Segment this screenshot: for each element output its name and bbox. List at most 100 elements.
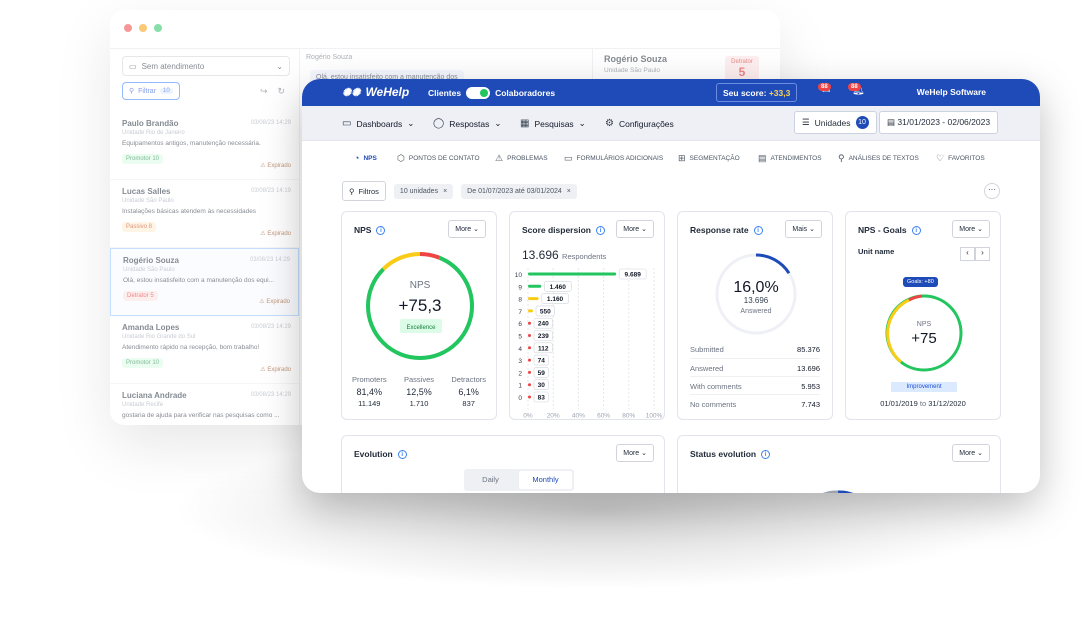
sub-navigation: ◔ NPS ⬡ PONTOS DE CONTATO ⚠ PROBLEMAS ▭ FORMULÁ… bbox=[302, 141, 1040, 171]
share-icon[interactable]: ↪ bbox=[260, 86, 268, 96]
tab-problemas[interactable]: ⚠ PROBLEMAS bbox=[495, 153, 548, 164]
info-icon[interactable]: i bbox=[397, 449, 407, 459]
category-label: 6 bbox=[518, 321, 522, 328]
ticket-item[interactable]: Rogério Souza 03/08/23 14:29 Unidade São… bbox=[110, 248, 299, 316]
tab-nps[interactable]: ◔ NPS bbox=[354, 153, 377, 163]
messages-button[interactable]: 88✉ bbox=[818, 83, 831, 96]
nps-col-label: Detractors bbox=[451, 375, 486, 384]
audience-toggle: Clientes Colaboradores bbox=[428, 87, 555, 99]
ticket-item[interactable]: Luciana Andrade 03/08/23 14:29 Unidade R… bbox=[110, 384, 299, 425]
tab-segmentacao[interactable]: ⊞ SEGMENTAÇÃO bbox=[678, 153, 740, 164]
chip-units[interactable]: 10 unidades × bbox=[393, 183, 454, 199]
ticket-item[interactable]: Paulo Brandão 03/08/23 14:29 Unidade Rio… bbox=[110, 112, 299, 180]
info-icon[interactable]: i bbox=[911, 225, 921, 235]
contact-unit: Unidade São Paulo bbox=[604, 67, 661, 74]
goal-range: 01/01/2019 to 31/12/2020 bbox=[846, 399, 1000, 408]
logo[interactable]: ✺✺ WeHelp bbox=[342, 85, 409, 99]
ticket-expired: ⚠ Expirado bbox=[259, 299, 290, 305]
menu-respostas[interactable]: ◯ Respostas ⌄ bbox=[433, 118, 502, 129]
audience-switch[interactable] bbox=[466, 87, 491, 99]
detractor-value: 5 bbox=[738, 65, 746, 79]
menu-dashboards[interactable]: ▭ Dashboards ⌄ bbox=[342, 118, 414, 129]
ticket-date: 03/08/23 14:29 bbox=[250, 324, 291, 330]
response-more-button[interactable]: Mais ⌄ bbox=[785, 220, 822, 238]
ticket-expired-label: Expirado bbox=[267, 163, 291, 169]
refresh-icon[interactable]: ↻ bbox=[277, 86, 286, 96]
info-icon[interactable]: i bbox=[595, 225, 605, 235]
category-label: 7 bbox=[518, 309, 522, 316]
segment-icon: ⊞ bbox=[678, 153, 686, 163]
score-total-label: Respondents bbox=[562, 252, 607, 261]
info-icon[interactable]: i bbox=[761, 449, 771, 459]
menu-respostas-label: Respostas bbox=[449, 118, 490, 129]
tab-atendimentos[interactable]: ▤ ATENDIMENTOS bbox=[758, 153, 822, 164]
response-row: With comments 5.953 bbox=[690, 376, 820, 391]
close-dot[interactable] bbox=[124, 24, 132, 32]
tab-monthly[interactable]: Monthly bbox=[519, 471, 572, 489]
chevron-down-icon: ⌄ bbox=[578, 118, 586, 128]
notifications-button[interactable]: 88🔔︎ bbox=[848, 83, 865, 96]
status-select[interactable]: ▭ Sem atendimento ⌄ bbox=[122, 56, 290, 76]
menu-pesquisas[interactable]: ▦ Pesquisas ⌄ bbox=[520, 118, 586, 129]
status-title-label: Status evolution bbox=[690, 449, 757, 459]
nps-col: Promoters 81,4% 11.149 bbox=[352, 375, 387, 408]
next-icon[interactable]: › bbox=[975, 247, 990, 261]
ticket-item[interactable]: Lucas Salles 03/08/23 14:19 Unidade São … bbox=[110, 180, 299, 248]
goals-more-button[interactable]: More ⌄ bbox=[952, 220, 990, 238]
touchpoint-icon: ⬡ bbox=[397, 153, 405, 163]
goal-range-to: 31/12/2020 bbox=[928, 399, 966, 408]
units-button[interactable]: ☰ Unidades 10 bbox=[794, 111, 877, 134]
response-title: Response rate i bbox=[690, 225, 763, 235]
ticket-item[interactable]: Amanda Lopes 03/08/23 14:29 Unidade Rio … bbox=[110, 316, 299, 384]
close-icon[interactable]: × bbox=[566, 187, 571, 195]
nps-icon: ◔ bbox=[354, 153, 360, 163]
status-more-button[interactable]: More ⌄ bbox=[952, 444, 990, 462]
organization-name[interactable]: WeHelp Software bbox=[916, 87, 986, 97]
menu-dashboards-label: Dashboards bbox=[356, 118, 403, 129]
maximize-dot[interactable] bbox=[154, 24, 162, 32]
tab-pontos-de-contato[interactable]: ⬡ PONTOS DE CONTATO bbox=[397, 153, 480, 164]
response-gauge: 16,0% 13.696 Answered bbox=[715, 253, 797, 335]
nps-card: NPS i More ⌄ NPS +75,3 Excellence Promote… bbox=[341, 211, 497, 420]
tab-analises[interactable]: ⚲ ANÁLISES DE TEXTOS bbox=[838, 153, 919, 164]
info-icon[interactable]: i bbox=[376, 225, 386, 235]
nps-col-label: Passives bbox=[403, 375, 434, 384]
filters-button[interactable]: ⚲ Filtros bbox=[342, 181, 386, 201]
score-more-button[interactable]: More ⌄ bbox=[616, 220, 654, 238]
ticket-date: 03/08/23 14:19 bbox=[250, 188, 291, 194]
status-evolution-card: Status evolution i More ⌄ bbox=[677, 435, 1001, 493]
goal-status: Improvement bbox=[891, 382, 957, 392]
ticket-message: Olá, estou insatisfeito com a manutenção… bbox=[123, 277, 275, 284]
chip-date[interactable]: De 01/07/2023 até 03/01/2024 × bbox=[461, 183, 577, 199]
bar bbox=[528, 334, 531, 337]
minimize-dot[interactable] bbox=[139, 24, 147, 32]
filter-button[interactable]: ⚲ Filtrar 10 bbox=[122, 82, 180, 100]
date-range-button[interactable]: ▤ 31/01/2023 - 02/06/2023 bbox=[879, 111, 999, 134]
value-label-bg bbox=[533, 379, 549, 390]
menu-configuracoes[interactable]: ⚙ Configurações bbox=[605, 118, 674, 129]
nps-title: NPS i bbox=[354, 225, 386, 235]
prev-icon[interactable]: ‹ bbox=[960, 247, 975, 261]
value-label-bg bbox=[533, 330, 553, 341]
tab-formularios[interactable]: ▭ FORMULÁRIOS ADICIONAIS bbox=[564, 153, 663, 164]
tab-daily[interactable]: Daily bbox=[482, 475, 499, 484]
info-icon[interactable]: i bbox=[753, 225, 763, 235]
response-title-label: Response rate bbox=[690, 225, 749, 235]
goals-more-label: More bbox=[959, 226, 976, 233]
ticket-message: Equipamentos antigos, manutenção necessá… bbox=[122, 140, 261, 147]
nps-tag-bg bbox=[400, 319, 442, 333]
evolution-more-button[interactable]: More ⌄ bbox=[616, 444, 654, 462]
wehelp-logo-icon: ✺✺ bbox=[342, 86, 361, 99]
tab-segmentacao-label: SEGMENTAÇÃO bbox=[689, 155, 740, 162]
score-badge[interactable]: Seu score: +33,3 bbox=[716, 83, 798, 102]
bar bbox=[528, 297, 539, 301]
menu-pesquisas-label: Pesquisas bbox=[534, 118, 574, 129]
response-answered: Answered bbox=[740, 308, 771, 315]
nps-more-button[interactable]: More ⌄ bbox=[448, 220, 486, 238]
filter-bar: ⚲ Filtros 10 unidades × De 01/07/2023 até … bbox=[342, 181, 577, 201]
table-icon: ▦ bbox=[520, 118, 530, 129]
tab-favoritos[interactable]: ♡ FAVORITOS bbox=[936, 153, 985, 164]
more-options-button[interactable]: ··· bbox=[984, 183, 1000, 199]
close-icon[interactable]: × bbox=[443, 187, 448, 195]
evolution-title-label: Evolution bbox=[354, 449, 393, 459]
